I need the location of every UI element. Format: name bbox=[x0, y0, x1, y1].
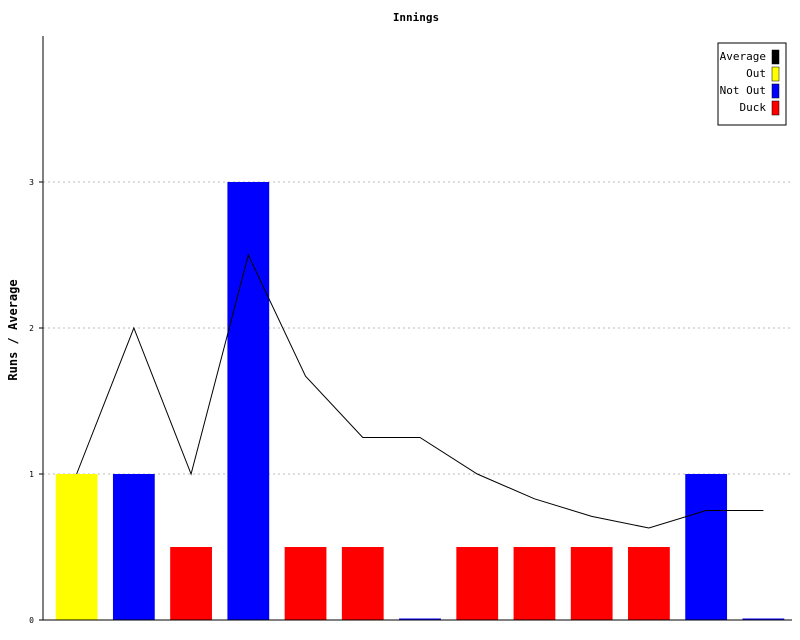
bar-4 bbox=[284, 547, 327, 620]
legend-label-1: Out bbox=[746, 67, 766, 80]
chart-title: Innings bbox=[393, 11, 439, 24]
bar-10 bbox=[628, 547, 670, 620]
legend-label-3: Duck bbox=[740, 101, 767, 114]
legend-label-0: Average bbox=[720, 50, 766, 63]
legend-swatch-2 bbox=[771, 83, 780, 99]
bar-3 bbox=[227, 182, 270, 620]
y-axis-ticks: 0 1 2 3 bbox=[29, 178, 43, 625]
bar-5 bbox=[341, 547, 384, 620]
y-axis-label: Runs / Average bbox=[6, 279, 20, 380]
legend-swatch-3 bbox=[771, 100, 780, 116]
bars bbox=[55, 182, 785, 620]
bar-1 bbox=[112, 474, 155, 620]
y-tick-label-2: 2 bbox=[29, 324, 34, 333]
y-tick-label-0: 0 bbox=[29, 616, 34, 625]
average-line-layer bbox=[76, 253, 764, 529]
bar-7 bbox=[456, 547, 499, 620]
bar-8 bbox=[513, 547, 556, 620]
bar-0 bbox=[55, 474, 98, 620]
legend-swatch-1 bbox=[771, 66, 780, 82]
y-tick-label-3: 3 bbox=[29, 178, 34, 187]
gridlines bbox=[43, 181, 792, 475]
bar-6 bbox=[399, 618, 441, 620]
bar-11 bbox=[685, 474, 728, 620]
bar-9 bbox=[570, 547, 613, 620]
y-tick-label-1: 1 bbox=[29, 470, 34, 479]
average-line bbox=[76, 253, 764, 529]
legend-label-2: Not Out bbox=[720, 84, 766, 97]
bar-12 bbox=[742, 618, 785, 620]
legend: Average Out Not Out Duck bbox=[717, 42, 787, 126]
legend-swatch-0 bbox=[771, 49, 780, 65]
bar-2 bbox=[170, 547, 212, 620]
